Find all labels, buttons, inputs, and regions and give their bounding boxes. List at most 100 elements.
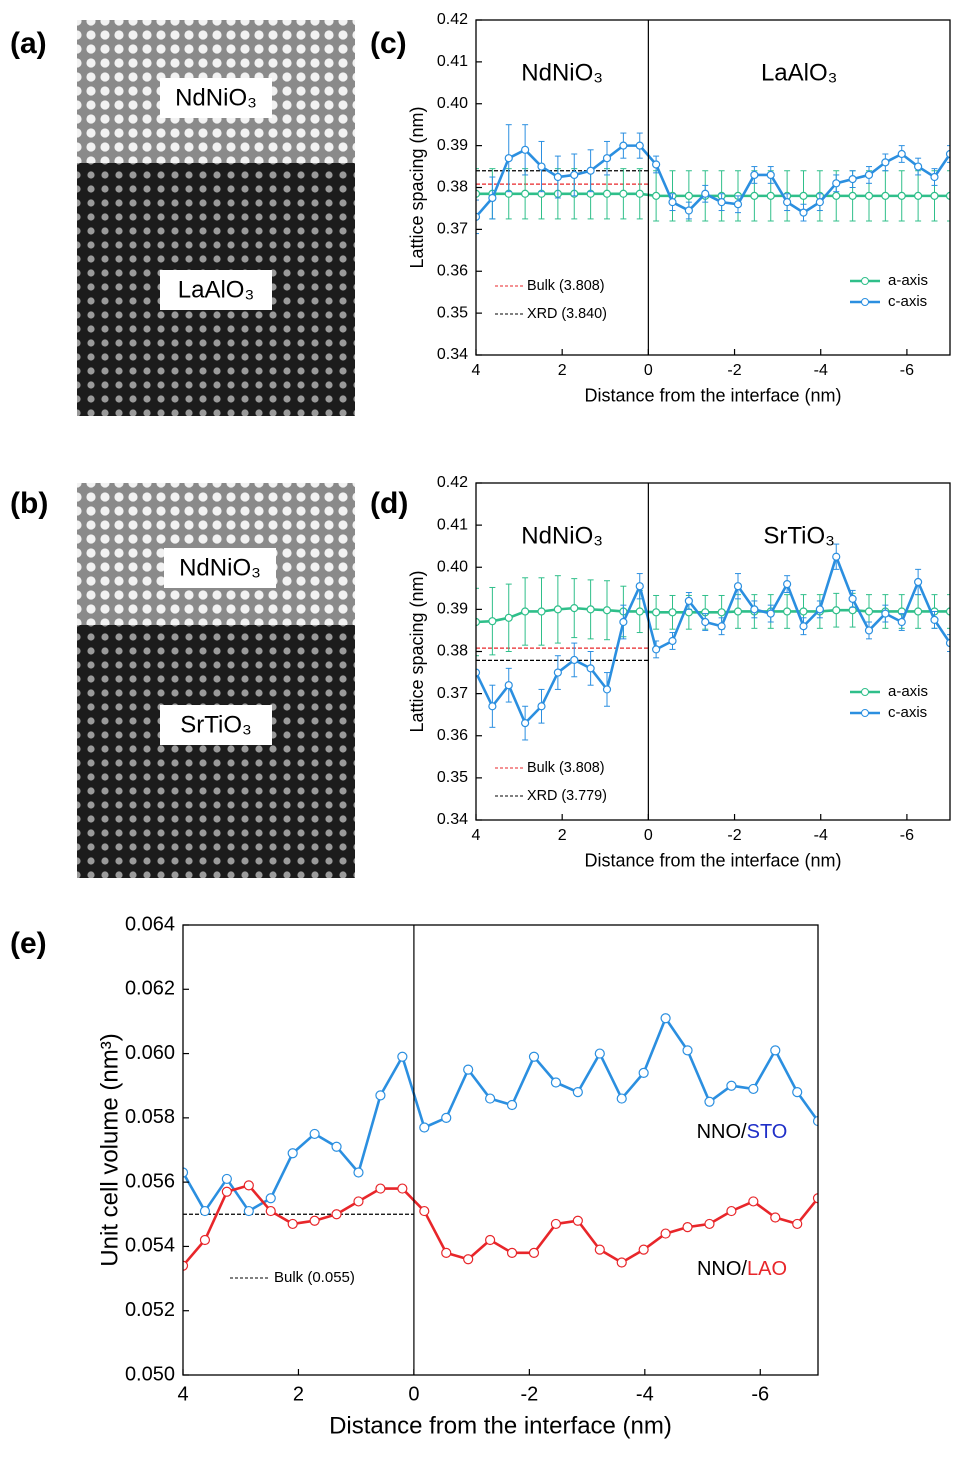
image-bottom: [77, 625, 355, 878]
data-point: [685, 192, 692, 199]
y-tick-label: 0.056: [125, 1170, 175, 1192]
data-point: [288, 1149, 297, 1158]
data-point: [793, 1219, 802, 1228]
y-tick-label: 0.39: [437, 137, 468, 154]
data-point: [554, 606, 561, 613]
x-tick-label: -6: [751, 1383, 769, 1405]
data-point: [767, 192, 774, 199]
data-point: [727, 1081, 736, 1090]
data-point: [727, 1207, 736, 1216]
legend-label: c-axis: [888, 293, 927, 310]
data-point: [683, 1046, 692, 1055]
data-point: [898, 619, 905, 626]
data-point: [398, 1184, 407, 1193]
panel-label: (b): [10, 487, 48, 520]
x-tick-label: 0: [644, 827, 653, 844]
data-point: [771, 1213, 780, 1222]
data-point: [200, 1207, 209, 1216]
data-point: [505, 682, 512, 689]
data-point: [376, 1184, 385, 1193]
data-point: [617, 1094, 626, 1103]
data-point: [771, 1046, 780, 1055]
data-point: [522, 720, 529, 727]
data-point: [718, 609, 725, 616]
data-point: [538, 703, 545, 710]
data-point: [398, 1052, 407, 1061]
data-point: [200, 1236, 209, 1245]
data-point: [784, 199, 791, 206]
panel-label: (d): [370, 487, 408, 520]
legend-label: a-axis: [888, 683, 928, 700]
y-tick-label: 0.41: [437, 53, 468, 70]
data-point: [486, 1236, 495, 1245]
y-tick-label: 0.34: [437, 811, 468, 828]
data-point: [551, 1078, 560, 1087]
data-point: [784, 608, 791, 615]
x-tick-label: -2: [520, 1383, 538, 1405]
data-point: [587, 606, 594, 613]
data-point: [310, 1216, 319, 1225]
data-point: [529, 1052, 538, 1061]
data-point: [554, 174, 561, 181]
data-point: [898, 151, 905, 158]
series-label: NNO/LAO: [697, 1258, 787, 1280]
data-point: [931, 192, 938, 199]
panel-label: (a): [10, 27, 47, 60]
data-point: [705, 1097, 714, 1106]
data-point: [702, 619, 709, 626]
data-point: [639, 1245, 648, 1254]
data-point: [751, 606, 758, 613]
plot-area: [473, 125, 953, 234]
data-point: [620, 190, 627, 197]
data-point: [529, 1248, 538, 1257]
image-label: NdNiO₃: [175, 84, 257, 111]
data-point: [833, 180, 840, 187]
data-point: [636, 608, 643, 615]
y-tick-label: 0.36: [437, 727, 468, 744]
data-point: [767, 171, 774, 178]
y-tick-label: 0.37: [437, 685, 468, 702]
data-point: [354, 1197, 363, 1206]
data-point: [882, 192, 889, 199]
y-axis-title: Unit cell volume (nm³): [96, 1033, 123, 1266]
series-line: [183, 1185, 818, 1265]
data-point: [505, 614, 512, 621]
data-point: [833, 607, 840, 614]
data-point: [522, 146, 529, 153]
data-point: [784, 581, 791, 588]
data-point: [653, 161, 660, 168]
data-point: [636, 583, 643, 590]
data-point: [266, 1194, 275, 1203]
data-point: [898, 192, 905, 199]
data-point: [915, 192, 922, 199]
data-point: [244, 1207, 253, 1216]
data-point: [636, 190, 643, 197]
y-tick-label: 0.40: [437, 558, 468, 575]
data-point: [571, 605, 578, 612]
image-label: SrTiO₃: [180, 711, 252, 738]
data-point: [931, 616, 938, 623]
data-point: [288, 1219, 297, 1228]
y-tick-label: 0.058: [125, 1106, 175, 1128]
data-point: [222, 1187, 231, 1196]
image-label: NdNiO₃: [179, 554, 261, 581]
data-point: [508, 1101, 517, 1110]
data-point: [603, 155, 610, 162]
y-tick-label: 0.41: [437, 516, 468, 533]
data-point: [767, 610, 774, 617]
data-point: [816, 199, 823, 206]
data-point: [865, 171, 872, 178]
legend-marker: [862, 689, 869, 696]
data-point: [702, 190, 709, 197]
data-point: [620, 142, 627, 149]
y-axis-title: Lattice spacing (nm): [407, 106, 427, 268]
data-point: [603, 190, 610, 197]
y-tick-label: 0.38: [437, 179, 468, 196]
y-tick-label: 0.34: [437, 346, 468, 363]
reference-label: XRD (3.779): [527, 788, 607, 804]
data-point: [751, 171, 758, 178]
legend-marker: [862, 710, 869, 717]
data-point: [573, 1216, 582, 1225]
region-label: LaAlO₃: [761, 59, 837, 86]
data-point: [332, 1210, 341, 1219]
